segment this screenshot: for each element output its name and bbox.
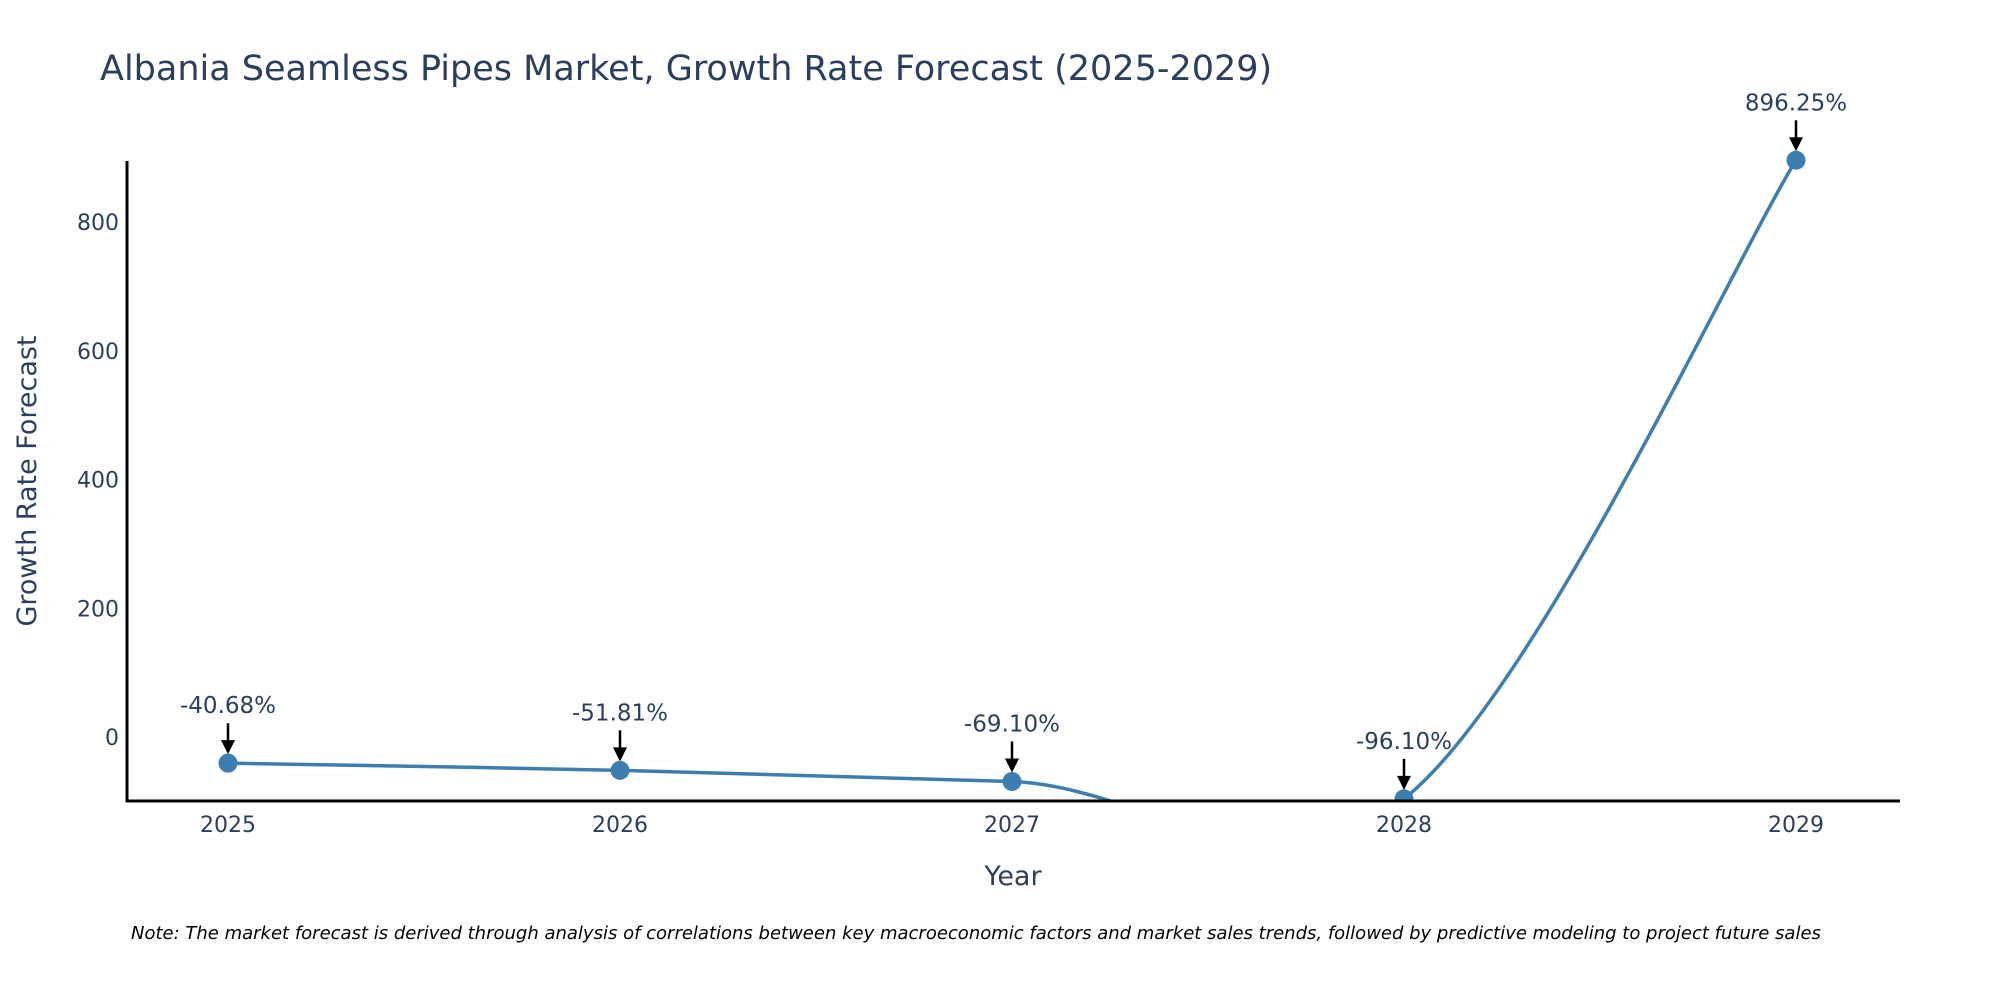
y-axis-ticks: 0 200 400 600 800 [77,211,119,751]
chart-title: Albania Seamless Pipes Market, Growth Ra… [100,49,1272,89]
data-point [610,760,630,780]
x-tick-label: 2025 [200,813,256,838]
x-axis-title: Year [983,861,1042,892]
x-tick-label: 2029 [1768,813,1824,838]
footnote: Note: The market forecast is derived thr… [131,923,1821,944]
y-tick-label: 800 [77,211,119,236]
y-tick-label: 0 [105,726,119,751]
data-label: 896.25% [1745,90,1847,116]
annotation-arrow-head [1789,137,1803,152]
y-tick-label: 600 [77,340,119,365]
data-point [1002,771,1022,791]
y-axis-title: Growth Rate Forecast [12,335,43,626]
data-label: -96.10% [1356,729,1452,755]
data-point [1786,150,1806,170]
data-point [1394,789,1414,801]
data-label: -69.10% [964,711,1060,737]
annotation-arrow-head [1005,758,1019,773]
data-label: -40.68% [180,693,276,719]
x-tick-label: 2026 [592,813,648,838]
data-label: -51.81% [572,700,668,726]
y-tick-label: 400 [77,469,119,494]
y-tick-label: 200 [77,597,119,622]
annotation-arrow-head [221,740,235,755]
x-tick-label: 2027 [984,813,1040,838]
series-group [218,150,1806,801]
series-line [227,159,1798,801]
x-axis-ticks: 2025 2026 2027 2028 2029 [200,813,1824,838]
annotation-arrow-head [613,747,627,762]
annotations-group: -40.68% -51.81% -69.10% -96.10% 896.25% [180,90,1847,790]
annotation-arrow-head [1397,775,1411,790]
x-tick-label: 2028 [1376,813,1432,838]
data-point [218,753,238,773]
